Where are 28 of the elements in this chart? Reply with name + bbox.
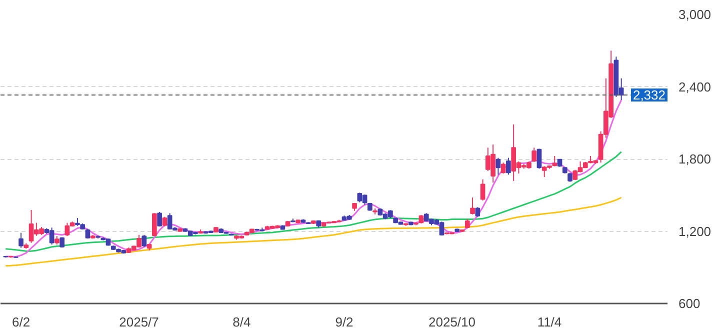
candlestick bbox=[536, 148, 542, 170]
candlestick bbox=[475, 206, 480, 218]
ref-line-label: 2,332 bbox=[632, 87, 666, 102]
candlestick bbox=[500, 162, 506, 174]
line-series bbox=[4, 196, 622, 267]
candlestick bbox=[18, 232, 24, 248]
x-tick-label: 8/4 bbox=[232, 314, 251, 330]
x-tick-label: 2025/7 bbox=[119, 314, 159, 330]
y-tick-label: 1,200 bbox=[678, 224, 712, 239]
line-series bbox=[4, 151, 622, 252]
y-tick-label: 1,800 bbox=[678, 152, 712, 166]
candlestick bbox=[496, 157, 501, 176]
candlestick bbox=[142, 234, 147, 248]
candlestick bbox=[506, 157, 511, 176]
candlestick bbox=[162, 216, 168, 227]
x-tick-label: 2025/10 bbox=[428, 314, 476, 330]
y-tick-label: 2,400 bbox=[678, 79, 712, 94]
candlestick bbox=[470, 197, 475, 215]
x-tick-label: 11/4 bbox=[537, 314, 562, 330]
y-tick-label: 600 bbox=[678, 296, 700, 311]
candlestick bbox=[152, 212, 157, 237]
candlestick bbox=[480, 178, 486, 202]
candlestick bbox=[532, 147, 537, 163]
x-tick-label: 6/2 bbox=[12, 314, 30, 330]
x-tick-label: 9/2 bbox=[335, 314, 354, 330]
candlestick bbox=[85, 228, 90, 239]
candlestick bbox=[157, 211, 162, 227]
y-tick-label: 3,000 bbox=[678, 7, 712, 22]
